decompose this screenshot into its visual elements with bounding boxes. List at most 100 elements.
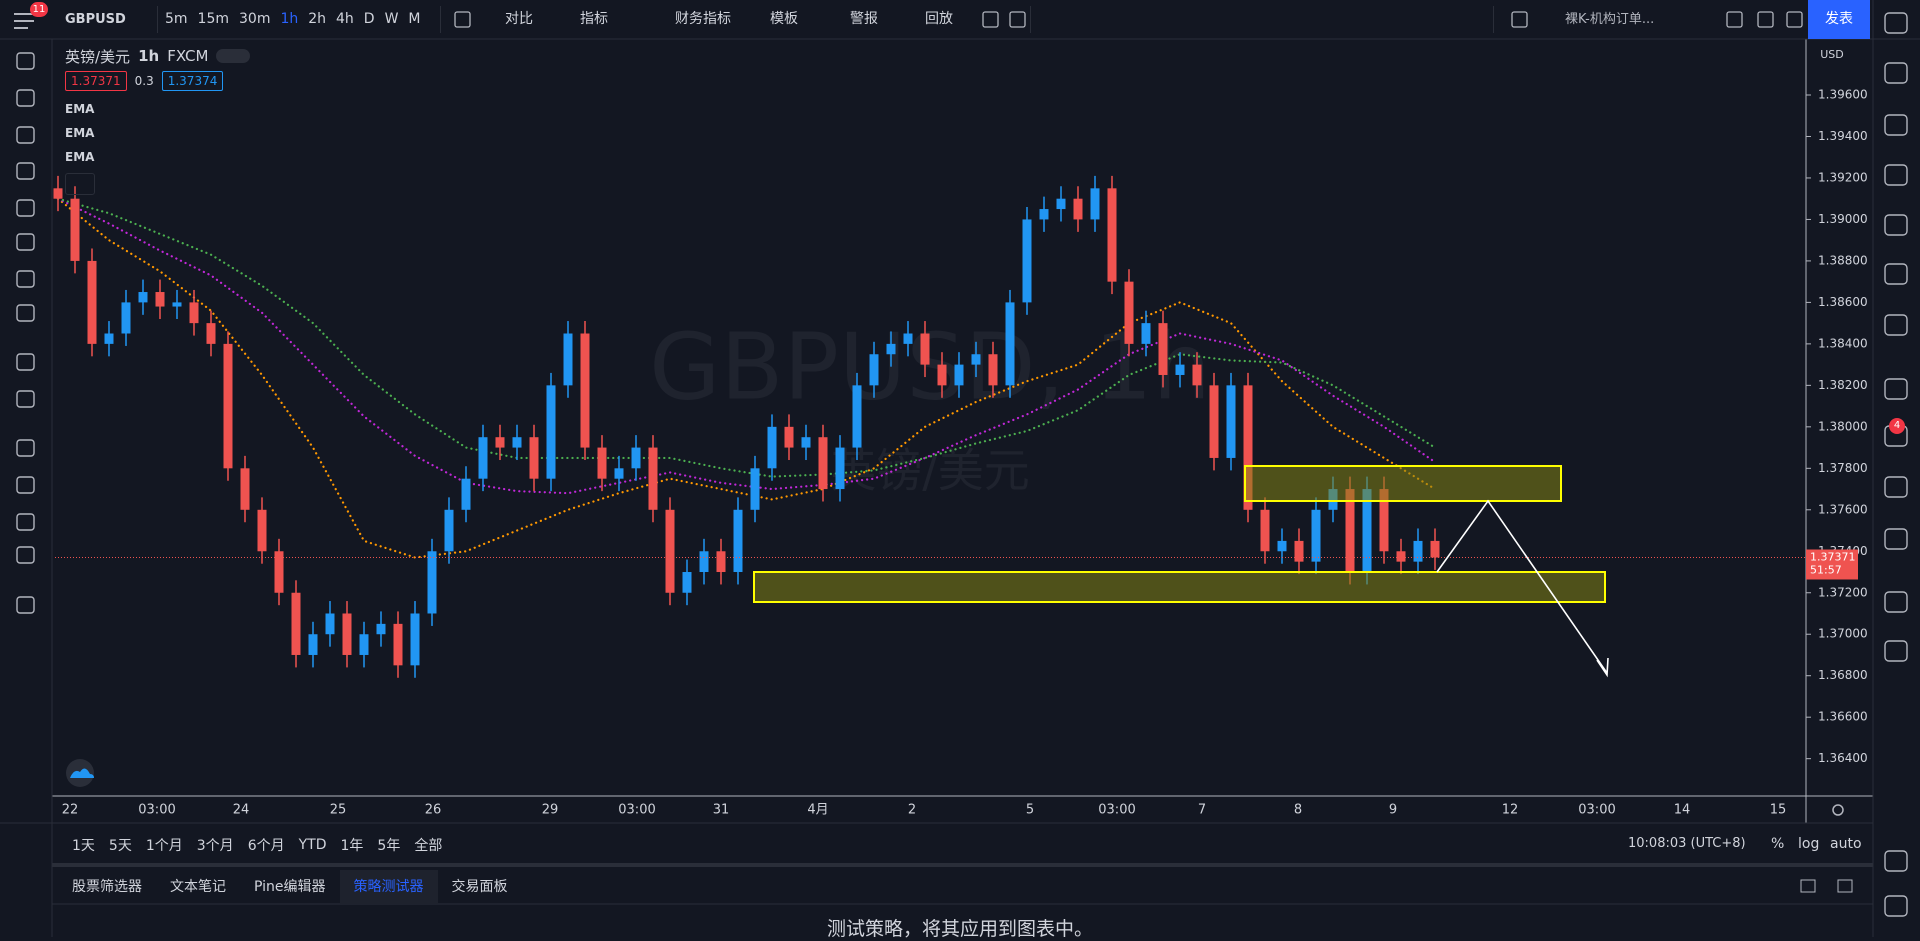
separator <box>1030 6 1031 33</box>
range-button[interactable]: 3个月 <box>196 838 234 854</box>
exchange: FXCM <box>167 47 209 65</box>
x-tick-label: 03:00 <box>1578 803 1615 818</box>
range-button[interactable]: 1个月 <box>145 838 183 854</box>
date-ranges: 1天 5天 1个月 3个月 6个月 YTD 1年 5年 全部 <box>72 835 442 855</box>
y-tick-label: 1.36800 <box>1818 668 1868 682</box>
candle-body <box>70 198 80 261</box>
candle-body <box>1362 489 1372 573</box>
indicator[interactable]: EMA <box>65 102 95 116</box>
tool-icon <box>16 233 35 251</box>
indicator[interactable]: EMA <box>65 126 95 140</box>
candle-body <box>546 385 556 479</box>
range-button[interactable]: 全部 <box>414 838 443 854</box>
zone-box[interactable] <box>1244 465 1562 502</box>
settings-icon[interactable] <box>1832 804 1844 816</box>
interval-button[interactable]: M <box>408 11 421 27</box>
interval-button[interactable]: 2h <box>308 11 327 27</box>
x-tick-label: 8 <box>1294 803 1302 818</box>
percent-toggle[interactable]: % <box>1771 836 1785 852</box>
legend: 英镑/美元 1h FXCM 1.37371 0.3 1.37374 EMA EMA… <box>65 45 251 195</box>
symbol-name: 英镑/美元 <box>65 47 131 66</box>
interval-button[interactable]: 15m <box>197 11 229 27</box>
watermark-sub: 英镑/美元 <box>830 444 1030 498</box>
range-button[interactable]: 6个月 <box>247 838 285 854</box>
candle-body <box>1107 188 1117 282</box>
toolbar-button[interactable]: 警报 <box>850 11 878 27</box>
sidebar-icon <box>1884 12 1908 34</box>
redo-icon <box>1009 11 1026 28</box>
layout-name[interactable]: 裸K-机构订单... <box>1565 12 1655 27</box>
range-button[interactable]: YTD <box>298 837 327 853</box>
candle-body <box>155 292 165 307</box>
candle-body <box>597 447 607 479</box>
candle-body <box>342 613 352 655</box>
separator <box>157 6 158 33</box>
countdown: 51:57 <box>1810 563 1842 576</box>
arrow[interactable] <box>1436 499 1608 674</box>
sidebar-icon <box>1884 314 1908 336</box>
candle-body <box>495 437 505 448</box>
range-button[interactable]: 5天 <box>108 838 132 854</box>
log-toggle[interactable]: log <box>1798 836 1820 852</box>
candle-body <box>359 634 369 655</box>
message-text: 测试策略，将其应用到图表中。 <box>826 918 1093 940</box>
status[interactable] <box>216 49 251 63</box>
candle-body <box>1379 489 1389 552</box>
candle-body <box>614 468 624 479</box>
plot <box>53 175 1806 678</box>
candle-body <box>1345 489 1355 573</box>
buy-price[interactable]: 1.37374 <box>161 71 224 91</box>
candle-body <box>869 354 879 386</box>
x-tick-label: 2 <box>908 803 916 818</box>
toolbar-button[interactable]: 回放 <box>925 11 953 27</box>
panel-tab[interactable]: 策略测试器 <box>339 870 438 904</box>
tool-icon <box>16 304 35 322</box>
candle-body <box>682 572 692 593</box>
interval-button[interactable]: W <box>384 11 399 27</box>
candle-body <box>784 426 794 448</box>
x-tick-label: 7 <box>1198 803 1206 818</box>
range-button[interactable]: 1天 <box>72 838 95 854</box>
interval-button[interactable]: 4h <box>336 11 354 27</box>
auto-toggle[interactable]: auto <box>1830 836 1862 852</box>
tool-icon <box>16 513 35 531</box>
ema-line <box>56 197 1437 478</box>
indicators: EMA EMA EMA <box>65 97 250 169</box>
clock: 10:08:03 (UTC+8) <box>1628 836 1746 851</box>
interval-button[interactable]: 30m <box>239 11 271 27</box>
toolbar-button[interactable]: 指标 <box>580 11 608 27</box>
symbol[interactable]: GBPUSD <box>65 12 126 27</box>
tool-icon <box>16 270 35 288</box>
candle-body <box>274 551 284 593</box>
x-tick-label: 24 <box>233 803 250 818</box>
top-toolbar: 11 GBPUSD 5m 15m 30m 1h 2h 4h D W M 对比 指标 财务指标 模板 警报… <box>0 0 1920 39</box>
publish-button[interactable]: 发表 <box>1808 0 1870 39</box>
sidebar-icon <box>1884 850 1908 872</box>
panel-tab[interactable]: 股票筛选器 <box>72 879 142 895</box>
indicator[interactable]: EMA <box>65 150 95 164</box>
collapse-button[interactable] <box>65 173 95 195</box>
panel-tab[interactable]: 文本笔记 <box>170 879 226 895</box>
toolbar-button[interactable]: 对比 <box>505 11 533 27</box>
interval-button[interactable]: D <box>363 11 375 27</box>
interval-button[interactable]: 1h <box>280 11 299 27</box>
panel-tab[interactable]: 交易面板 <box>451 879 508 895</box>
ema-line <box>56 197 1437 559</box>
spread: 0.3 <box>134 74 154 88</box>
sidebar-icon <box>1884 164 1908 186</box>
panel-tab[interactable]: Pine编辑器 <box>254 879 326 895</box>
toolbar-button[interactable]: 模板 <box>770 11 798 27</box>
zone-box[interactable] <box>753 571 1606 603</box>
sell-price[interactable]: 1.37371 <box>65 71 127 91</box>
range-button[interactable]: 1年 <box>340 838 364 854</box>
toolbar-button[interactable]: 财务指标 <box>675 11 731 27</box>
range-button[interactable]: 5年 <box>377 838 401 854</box>
currency: USD <box>1820 48 1844 61</box>
candle-body <box>1260 509 1270 552</box>
candle-body <box>376 623 386 635</box>
interval-button[interactable]: 5m <box>165 11 188 27</box>
candle-body <box>478 437 488 479</box>
candle-body <box>903 333 913 344</box>
x-tick-label: 25 <box>330 803 347 818</box>
candle-body <box>308 634 318 655</box>
